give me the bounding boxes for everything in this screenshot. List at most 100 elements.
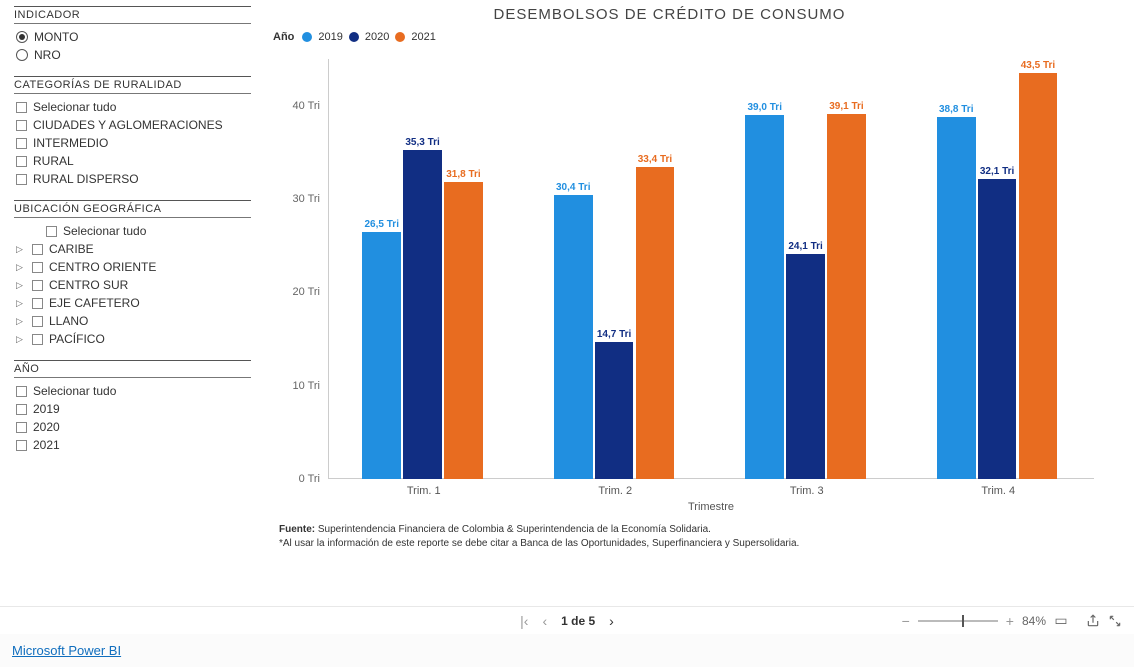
checkbox-option[interactable]: ▷ CARIBE	[16, 240, 251, 258]
checkbox-icon	[16, 422, 27, 433]
expand-icon[interactable]: ▷	[16, 316, 26, 327]
legend-item-label: 2020	[365, 31, 389, 43]
option-label: PACÍFICO	[49, 332, 105, 346]
checkbox-icon	[32, 334, 43, 345]
chart-bars: 26,5 Tri35,3 Tri31,8 TriTrim. 130,4 Tri1…	[328, 59, 1094, 479]
bar[interactable]: 24,1 Tri	[786, 254, 825, 479]
option-label: INTERMEDIO	[33, 136, 108, 150]
bar[interactable]: 39,0 Tri	[745, 115, 784, 479]
main-panel: DESEMBOLSOS DE CRÉDITO DE CONSUMO Año 20…	[265, 0, 1134, 627]
checkbox-option[interactable]: 2021	[16, 436, 251, 454]
legend-swatch	[349, 32, 359, 42]
bar[interactable]: 30,4 Tri	[554, 195, 593, 479]
checkbox-option[interactable]: RURAL	[16, 152, 251, 170]
zoom-slider-thumb[interactable]	[962, 615, 964, 627]
checkbox-icon	[32, 280, 43, 291]
first-page-button[interactable]: |‹	[520, 613, 528, 629]
checkbox-option[interactable]: RURAL DISPERSO	[16, 170, 251, 188]
expand-icon[interactable]: ▷	[16, 298, 26, 309]
option-label: 2020	[33, 420, 60, 434]
option-label: RURAL DISPERSO	[33, 172, 139, 186]
radio-option[interactable]: NRO	[16, 46, 251, 64]
chart-area: 40 Tri30 Tri20 Tri10 Tri0 Tri 26,5 Tri35…	[273, 49, 1104, 519]
bar-group: 30,4 Tri14,7 Tri33,4 TriTrim. 2	[520, 59, 712, 479]
bottom-bar: |‹ ‹ 1 de 5 › − + 84% ▭ Microsoft Power …	[0, 633, 1134, 667]
indicador-options: MONTO NRO	[14, 24, 251, 68]
next-page-button[interactable]: ›	[609, 613, 614, 629]
brand-link[interactable]: Microsoft Power BI	[12, 643, 121, 658]
zoom-pct: 84%	[1022, 614, 1046, 628]
option-label: RURAL	[33, 154, 74, 168]
source-text: Superintendencia Financiera de Colombia …	[315, 524, 711, 535]
zoom-out-button[interactable]: −	[902, 613, 910, 629]
checkbox-icon	[16, 386, 27, 397]
expand-icon[interactable]: ▷	[16, 280, 26, 291]
checkbox-option[interactable]: Selecionar tudo	[16, 382, 251, 400]
prev-page-button[interactable]: ‹	[542, 613, 547, 629]
checkbox-icon	[16, 138, 27, 149]
section-header-indicador: INDICADOR	[14, 6, 251, 24]
zoom-slider[interactable]	[918, 620, 998, 622]
bar[interactable]: 26,5 Tri	[362, 232, 401, 479]
checkbox-option[interactable]: ▷ CENTRO ORIENTE	[16, 258, 251, 276]
expand-icon[interactable]: ▷	[16, 334, 26, 345]
zoom-in-button[interactable]: +	[1006, 613, 1014, 629]
bar-value-label: 31,8 Tri	[446, 169, 480, 182]
toolbar: |‹ ‹ 1 de 5 › − + 84% ▭	[0, 606, 1134, 634]
checkbox-option[interactable]: 2019	[16, 400, 251, 418]
bar-group: 26,5 Tri35,3 Tri31,8 TriTrim. 1	[328, 59, 520, 479]
checkbox-option[interactable]: ▷ LLANO	[16, 312, 251, 330]
filters-sidebar: INDICADOR MONTONRO CATEGORÍAS DE RURALID…	[0, 0, 265, 627]
checkbox-icon	[16, 174, 27, 185]
checkbox-option[interactable]: INTERMEDIO	[16, 134, 251, 152]
zoom-controls: − + 84% ▭	[902, 613, 1122, 629]
fullscreen-icon[interactable]	[1108, 614, 1122, 628]
checkbox-icon	[16, 404, 27, 415]
bar-value-label: 30,4 Tri	[556, 182, 590, 195]
x-axis-label: Trimestre	[688, 479, 734, 513]
option-label: 2021	[33, 438, 60, 452]
x-tick-label: Trim. 3	[790, 479, 824, 497]
checkbox-option[interactable]: 2020	[16, 418, 251, 436]
option-label: CARIBE	[49, 242, 94, 256]
bar-value-label: 24,1 Tri	[788, 241, 822, 254]
bar[interactable]: 31,8 Tri	[444, 182, 483, 479]
bar-group: 38,8 Tri32,1 Tri43,5 TriTrim. 4	[903, 59, 1095, 479]
option-label: Selecionar tudo	[33, 384, 116, 398]
chart-title: DESEMBOLSOS DE CRÉDITO DE CONSUMO	[265, 6, 1134, 23]
bar-group: 39,0 Tri24,1 Tri39,1 TriTrim. 3	[711, 59, 903, 479]
option-label: 2019	[33, 402, 60, 416]
radio-option[interactable]: MONTO	[16, 28, 251, 46]
bar[interactable]: 43,5 Tri	[1019, 73, 1058, 479]
expand-icon[interactable]: ▷	[16, 262, 26, 273]
x-tick-label: Trim. 4	[981, 479, 1015, 497]
y-tick-label: 20 Tri	[292, 286, 328, 298]
checkbox-option[interactable]: ▷ PACÍFICO	[16, 330, 251, 348]
checkbox-icon	[46, 226, 57, 237]
option-label: Selecionar tudo	[63, 224, 146, 238]
share-icon[interactable]	[1086, 614, 1100, 628]
checkbox-option[interactable]: ▷EJE CAFETERO	[16, 294, 251, 312]
option-label: CENTRO ORIENTE	[49, 260, 156, 274]
checkbox-option[interactable]: Selecionar tudo	[16, 222, 251, 240]
ubicacion-options: Selecionar tudo ▷ CARIBE ▷ CENTRO ORIENTE ▷CE…	[14, 218, 251, 352]
bar[interactable]: 39,1 Tri	[827, 114, 866, 479]
bar[interactable]: 33,4 Tri	[636, 167, 675, 479]
legend-item-label: 2021	[411, 31, 435, 43]
checkbox-icon	[16, 102, 27, 113]
option-label: NRO	[34, 48, 61, 62]
legend-item-label: 2019	[318, 31, 342, 43]
x-tick-label: Trim. 2	[598, 479, 632, 497]
option-label: LLANO	[49, 314, 88, 328]
bar[interactable]: 35,3 Tri	[403, 150, 442, 479]
bar[interactable]: 38,8 Tri	[937, 117, 976, 479]
fit-to-page-icon[interactable]: ▭	[1054, 614, 1068, 628]
bar[interactable]: 14,7 Tri	[595, 342, 634, 479]
checkbox-option[interactable]: Selecionar tudo	[16, 98, 251, 116]
bar-value-label: 33,4 Tri	[638, 154, 672, 167]
expand-icon[interactable]: ▷	[16, 244, 26, 255]
bar-value-label: 14,7 Tri	[597, 329, 631, 342]
checkbox-option[interactable]: CIUDADES Y AGLOMERACIONES	[16, 116, 251, 134]
bar[interactable]: 32,1 Tri	[978, 179, 1017, 479]
checkbox-option[interactable]: ▷CENTRO SUR	[16, 276, 251, 294]
